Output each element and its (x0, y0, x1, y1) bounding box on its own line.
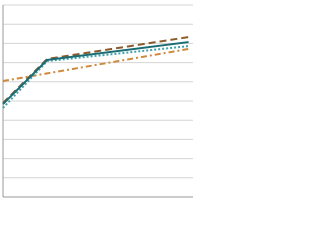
line-series (2, 36, 189, 104)
line-series (2, 41, 189, 105)
line-series (2, 47, 189, 83)
chart (2, 4, 193, 198)
